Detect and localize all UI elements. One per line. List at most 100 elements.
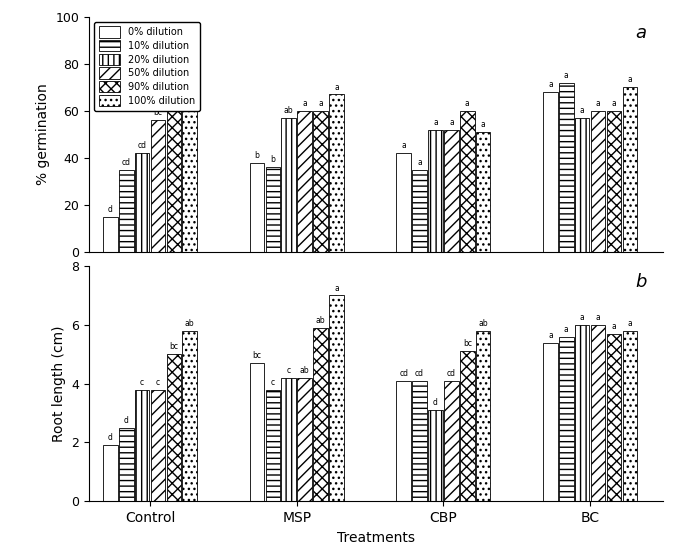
Text: b: b: [635, 273, 646, 291]
Bar: [412, 381, 427, 501]
Bar: [444, 130, 459, 252]
Text: cd: cd: [415, 369, 424, 378]
Bar: [428, 130, 443, 252]
Text: bc: bc: [252, 351, 261, 360]
Text: a: a: [564, 325, 568, 334]
Bar: [559, 82, 574, 252]
Text: a: a: [580, 106, 585, 115]
Bar: [607, 334, 621, 501]
Text: a: a: [334, 284, 339, 292]
Y-axis label: Root length (cm): Root length (cm): [52, 325, 66, 442]
Text: cd: cd: [122, 158, 131, 167]
Text: a: a: [548, 80, 553, 89]
Text: ab: ab: [300, 366, 309, 375]
Bar: [329, 295, 344, 501]
Text: c: c: [140, 378, 144, 387]
Bar: [183, 331, 197, 501]
Bar: [150, 389, 166, 501]
Text: a: a: [302, 99, 307, 108]
Bar: [397, 381, 411, 501]
Text: a: a: [596, 313, 601, 322]
Bar: [150, 120, 166, 252]
Text: a: a: [564, 71, 568, 80]
Bar: [622, 87, 637, 252]
Bar: [313, 328, 328, 501]
Text: c: c: [156, 378, 160, 387]
Bar: [476, 132, 490, 252]
Text: ab: ab: [478, 319, 488, 328]
Text: d: d: [108, 433, 113, 442]
Bar: [575, 118, 590, 252]
Bar: [119, 428, 133, 501]
Bar: [559, 336, 574, 501]
Bar: [591, 111, 605, 252]
Text: a: a: [318, 99, 323, 108]
Legend: 0% dilution, 10% dilution, 20% dilution, 50% dilution, 90% dilution, 100% diluti: 0% dilution, 10% dilution, 20% dilution,…: [94, 22, 200, 111]
Bar: [412, 170, 427, 252]
Text: bc: bc: [170, 343, 179, 351]
Bar: [265, 167, 280, 252]
Text: cd: cd: [399, 369, 408, 378]
Bar: [250, 163, 264, 252]
Bar: [282, 378, 296, 501]
Bar: [250, 363, 264, 501]
Bar: [298, 378, 312, 501]
Bar: [460, 351, 475, 501]
Bar: [575, 325, 590, 501]
Text: a: a: [433, 118, 438, 127]
Text: d: d: [433, 398, 438, 407]
Bar: [167, 87, 181, 252]
Bar: [607, 111, 621, 252]
Text: a: a: [596, 99, 601, 108]
Bar: [329, 94, 344, 252]
Text: a: a: [635, 24, 646, 42]
Text: c: c: [287, 366, 291, 375]
Bar: [428, 410, 443, 501]
Bar: [298, 111, 312, 252]
Bar: [135, 153, 149, 252]
Text: d: d: [124, 416, 129, 425]
Bar: [119, 170, 133, 252]
Y-axis label: % germination: % germination: [36, 84, 50, 185]
Bar: [460, 111, 475, 252]
Bar: [103, 446, 118, 501]
Text: a: a: [334, 82, 339, 91]
Text: ab: ab: [169, 75, 179, 85]
Bar: [444, 381, 459, 501]
Text: c: c: [271, 378, 275, 387]
Text: a: a: [402, 141, 406, 150]
Bar: [103, 217, 118, 252]
Bar: [313, 111, 328, 252]
Bar: [282, 118, 296, 252]
Text: b: b: [254, 151, 259, 160]
Text: ab: ab: [284, 106, 293, 115]
Text: a: a: [548, 330, 553, 340]
Bar: [543, 92, 557, 252]
Text: a: a: [611, 99, 616, 108]
Bar: [476, 331, 490, 501]
Text: bc: bc: [463, 339, 472, 348]
Bar: [265, 389, 280, 501]
Text: cd: cd: [447, 369, 456, 378]
Text: bc: bc: [153, 109, 163, 118]
Text: a: a: [481, 120, 486, 129]
Bar: [622, 331, 637, 501]
Bar: [135, 389, 149, 501]
Bar: [543, 343, 557, 501]
Text: a: a: [417, 158, 422, 167]
Text: ab: ab: [185, 319, 194, 328]
Bar: [591, 325, 605, 501]
Text: a: a: [627, 75, 632, 85]
Text: a: a: [627, 319, 632, 328]
X-axis label: Treatments: Treatments: [337, 531, 415, 545]
Text: a: a: [580, 313, 585, 322]
Text: a: a: [187, 63, 192, 73]
Text: a: a: [611, 322, 616, 331]
Bar: [397, 153, 411, 252]
Text: a: a: [465, 99, 470, 108]
Bar: [167, 354, 181, 501]
Text: cd: cd: [137, 141, 146, 150]
Text: b: b: [270, 155, 276, 164]
Text: d: d: [108, 205, 113, 214]
Text: a: a: [449, 118, 453, 127]
